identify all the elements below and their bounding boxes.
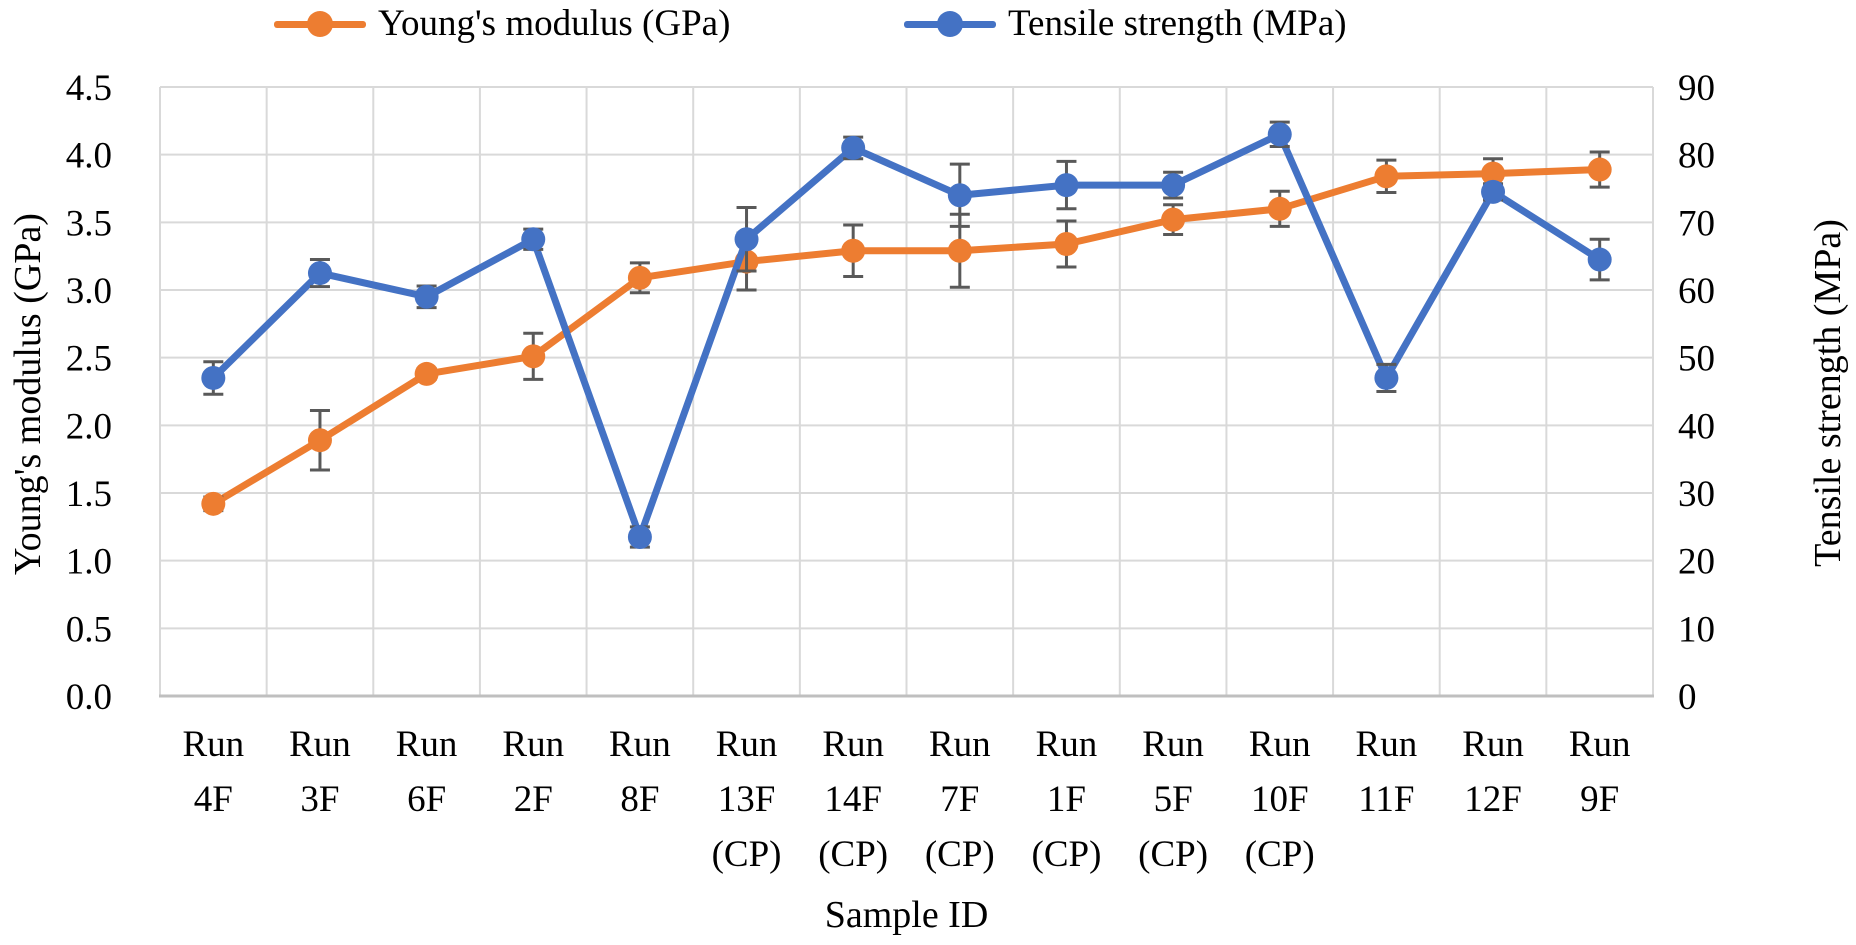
data-point-marker	[1161, 173, 1186, 198]
data-point-marker	[734, 227, 759, 252]
right-tick-label: 90	[1678, 68, 1715, 109]
data-point-marker	[627, 265, 652, 290]
left-tick-label: 3.5	[66, 203, 112, 244]
data-point-marker	[1587, 247, 1612, 272]
x-category-label: Run 12F	[1462, 724, 1524, 820]
left-tick-label: 0.5	[66, 609, 112, 650]
data-point-marker	[947, 238, 972, 263]
legend-dot-icon	[937, 11, 963, 37]
left-tick-label: 1.0	[66, 542, 112, 583]
legend-item-youngs-modulus: Young's modulus (GPa)	[274, 3, 730, 45]
x-category-label: Run 11F	[1356, 724, 1418, 820]
data-point-marker	[201, 491, 226, 516]
series-line	[209, 166, 1604, 508]
data-point-marker	[1481, 161, 1506, 186]
data-point-marker	[1374, 164, 1399, 189]
legend-item-tensile-strength: Tensile strength (MPa)	[904, 3, 1347, 45]
right-tick-label: 70	[1678, 203, 1715, 244]
x-category-label: Run 6F	[396, 724, 458, 820]
legend-label-youngs-modulus: Young's modulus (GPa)	[378, 3, 731, 44]
left-tick-label: 0.0	[66, 677, 112, 718]
series-line	[209, 130, 1604, 541]
left-tick-label: 2.5	[66, 339, 112, 380]
data-point-marker	[841, 238, 866, 263]
x-category-label: Run 14F (CP)	[818, 724, 888, 875]
x-category-label: Run 5F (CP)	[1138, 724, 1208, 875]
left-tick-label: 3.0	[66, 271, 112, 312]
right-tick-label: 10	[1678, 609, 1715, 650]
data-point-marker	[841, 135, 866, 160]
data-point-marker	[201, 365, 226, 390]
x-category-label: Run 4F	[182, 724, 244, 820]
x-category-label: Run 13F (CP)	[712, 724, 782, 875]
data-point-marker	[1374, 365, 1399, 390]
data-point-marker	[1587, 157, 1612, 182]
data-point-marker	[1481, 179, 1506, 204]
data-point-marker	[521, 344, 546, 369]
data-point-marker	[521, 227, 546, 252]
left-tick-label: 1.5	[66, 474, 112, 515]
left-tick-label: 4.5	[66, 68, 112, 109]
right-tick-label: 60	[1678, 271, 1715, 312]
right-tick-label: 40	[1678, 406, 1715, 447]
data-point-marker	[627, 524, 652, 549]
x-category-label: Run 9F	[1569, 724, 1631, 820]
x-category-label: Run 2F	[502, 724, 564, 820]
right-tick-label: 80	[1678, 136, 1715, 177]
data-point-marker	[414, 284, 439, 309]
legend-label-tensile-strength: Tensile strength (MPa)	[1008, 3, 1347, 44]
legend-marker-youngs-modulus-icon	[274, 11, 366, 37]
x-category-label: Run 1F (CP)	[1032, 724, 1102, 875]
data-point-marker	[1267, 122, 1292, 147]
x-category-label: Run 7F (CP)	[925, 724, 995, 875]
legend-marker-tensile-strength-icon	[904, 11, 996, 37]
right-tick-label: 50	[1678, 339, 1715, 380]
data-point-marker	[1161, 207, 1186, 232]
data-point-marker	[414, 361, 439, 386]
x-category-label: Run 3F	[289, 724, 351, 820]
right-tick-label: 0	[1678, 677, 1697, 718]
data-point-marker	[947, 183, 972, 208]
x-category-label: Run 10F (CP)	[1245, 724, 1315, 875]
x-category-label: Run 8F	[609, 724, 671, 820]
data-point-marker	[1054, 231, 1079, 256]
x-axis-title: Sample ID	[824, 894, 989, 936]
right-tick-label: 30	[1678, 474, 1715, 515]
left-tick-label: 2.0	[66, 406, 112, 447]
data-point-marker	[1054, 173, 1079, 198]
left-tick-label: 4.0	[66, 136, 112, 177]
data-point-marker	[307, 428, 332, 453]
data-point-marker	[1267, 196, 1292, 221]
right-tick-label: 20	[1678, 542, 1715, 583]
legend-dot-icon	[307, 11, 333, 37]
data-point-marker	[307, 261, 332, 286]
